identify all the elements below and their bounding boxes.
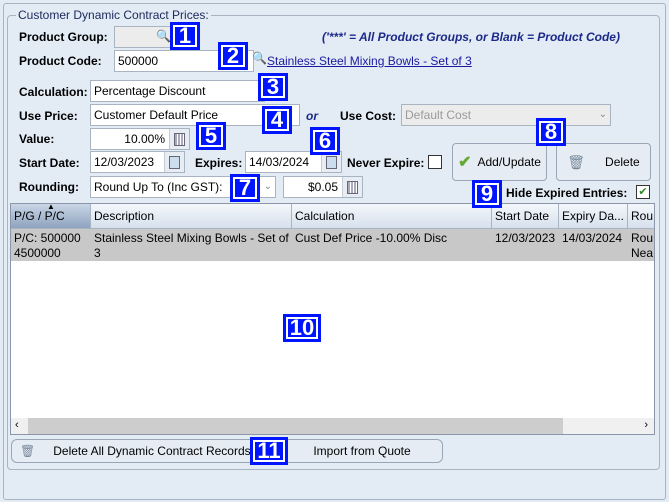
window-frame bbox=[3, 3, 666, 500]
annotation-badge-8: 8 bbox=[536, 118, 566, 146]
annotation-badge-2: 2 bbox=[218, 42, 248, 70]
delete-label: Delete bbox=[605, 155, 640, 169]
trash-icon: 🗑 bbox=[20, 444, 36, 458]
calculator-icon[interactable] bbox=[342, 177, 362, 197]
use-cost-select[interactable]: Default Cost ⌄ bbox=[401, 104, 611, 126]
delete-button[interactable]: 🗑 Delete bbox=[556, 143, 651, 181]
import-from-quote-button[interactable]: Import from Quote bbox=[282, 444, 442, 458]
use-price-select[interactable]: Customer Default Price bbox=[90, 104, 300, 126]
calendar-icon[interactable] bbox=[321, 152, 341, 172]
contracts-table: P/G / P/C ▲ Description Calculation Start… bbox=[10, 203, 655, 435]
product-group-input[interactable]: 🔍 bbox=[114, 26, 176, 48]
annotation-badge-6: 6 bbox=[310, 127, 340, 155]
annotation-badge-9: 9 bbox=[472, 180, 502, 208]
use-cost-value: Default Cost bbox=[405, 108, 472, 122]
scroll-left-icon[interactable]: ‹ bbox=[15, 419, 19, 431]
annotation-badge-1: 1 bbox=[170, 22, 200, 50]
use-price-value: Customer Default Price bbox=[94, 108, 219, 122]
add-update-label: Add/Update bbox=[477, 155, 541, 169]
rounding-select[interactable]: Round Up To (Inc GST): ⌄ bbox=[90, 176, 276, 198]
chevron-down-icon: ⌄ bbox=[598, 109, 607, 120]
start-date-input[interactable]: 12/03/2023 bbox=[90, 151, 185, 173]
rounding-label: Rounding: bbox=[19, 180, 79, 194]
annotation-badge-3: 3 bbox=[258, 73, 288, 101]
value-label: Value: bbox=[19, 132, 55, 146]
use-price-label: Use Price: bbox=[19, 109, 78, 123]
product-group-note: ('***' = All Product Groups, or Blank = … bbox=[322, 30, 620, 44]
cell-expiry-date: 14/03/2024 bbox=[559, 229, 628, 261]
expires-label: Expires: bbox=[195, 156, 243, 170]
hide-expired-checkbox[interactable]: ✔ bbox=[636, 185, 650, 199]
cell-description: Stainless Steel Mixing Bowls - Set of 3 bbox=[91, 229, 292, 261]
annotation-badge-4: 4 bbox=[262, 106, 292, 134]
cell-start-date: 12/03/2023 bbox=[492, 229, 559, 261]
scrollbar-thumb[interactable] bbox=[28, 418, 563, 434]
cell-calculation: Cust Def Price -10.00% Disc bbox=[292, 229, 492, 261]
annotation-badge-11: 11 bbox=[250, 437, 288, 465]
import-label: Import from Quote bbox=[313, 444, 411, 458]
never-expire-label: Never Expire: bbox=[347, 156, 425, 170]
column-header-pg-pc[interactable]: P/G / P/C ▲ bbox=[11, 204, 91, 229]
calculator-icon[interactable] bbox=[169, 129, 189, 149]
column-label: P/G / P/C bbox=[14, 209, 65, 223]
delete-all-label: Delete All Dynamic Contract Records bbox=[53, 444, 251, 458]
add-update-button[interactable]: ✔ Add/Update bbox=[452, 143, 547, 181]
hide-expired-label: Hide Expired Entries: bbox=[506, 186, 628, 200]
column-header-description[interactable]: Description bbox=[91, 204, 292, 229]
rounding-value: Round Up To (Inc GST): bbox=[94, 180, 223, 194]
value-text: 10.00% bbox=[124, 132, 165, 146]
horizontal-scrollbar[interactable]: ‹ › bbox=[11, 418, 654, 434]
rounding-amount-input[interactable]: $0.05 bbox=[283, 176, 363, 198]
column-header-start-date[interactable]: Start Date bbox=[492, 204, 559, 229]
chevron-down-icon: ⌄ bbox=[263, 181, 272, 192]
column-header-calculation[interactable]: Calculation bbox=[292, 204, 492, 229]
search-icon[interactable]: 🔍 bbox=[156, 29, 171, 43]
calendar-icon[interactable] bbox=[164, 152, 184, 172]
group-title: Customer Dynamic Contract Prices: bbox=[16, 8, 211, 22]
never-expire-checkbox[interactable] bbox=[428, 155, 442, 169]
sort-ascending-icon: ▲ bbox=[47, 204, 55, 211]
annotation-badge-5: 5 bbox=[196, 122, 226, 150]
start-date-label: Start Date: bbox=[19, 156, 80, 170]
cell-rounding: Rou Nea bbox=[628, 229, 654, 261]
scroll-right-icon[interactable]: › bbox=[644, 419, 648, 431]
start-date-value: 12/03/2023 bbox=[94, 155, 155, 169]
product-group-label: Product Group: bbox=[19, 30, 108, 44]
bottom-actions: 🗑 Delete All Dynamic Contract Records Imp… bbox=[11, 439, 443, 463]
product-code-label: Product Code: bbox=[19, 54, 102, 68]
or-label: or bbox=[306, 109, 318, 123]
annotation-badge-7: 7 bbox=[230, 174, 260, 202]
column-header-rounding[interactable]: Rou bbox=[628, 204, 654, 229]
rounding-amount: $0.05 bbox=[307, 180, 338, 194]
product-link[interactable]: Stainless Steel Mixing Bowls - Set of 3 bbox=[267, 54, 472, 68]
calculation-select[interactable]: Percentage Discount bbox=[90, 80, 265, 102]
calculation-label: Calculation: bbox=[19, 85, 88, 99]
use-cost-label: Use Cost: bbox=[340, 109, 397, 123]
expires-input[interactable]: 14/03/2024 bbox=[245, 151, 342, 173]
cell-pg-pc: P/C: 500000 4500000 bbox=[11, 229, 91, 261]
annotation-badge-10: 10 bbox=[283, 314, 321, 342]
checkmark-icon: ✔ bbox=[458, 154, 472, 171]
expires-value: 14/03/2024 bbox=[249, 155, 310, 169]
search-icon[interactable]: 🔍 bbox=[252, 51, 267, 65]
trash-icon: 🗑 bbox=[567, 153, 586, 170]
delete-all-button[interactable]: 🗑 Delete All Dynamic Contract Records bbox=[12, 444, 282, 458]
contract-prices-group bbox=[7, 15, 660, 470]
column-header-expiry-date[interactable]: Expiry Da... bbox=[559, 204, 628, 229]
value-input[interactable]: 10.00% bbox=[90, 128, 190, 150]
